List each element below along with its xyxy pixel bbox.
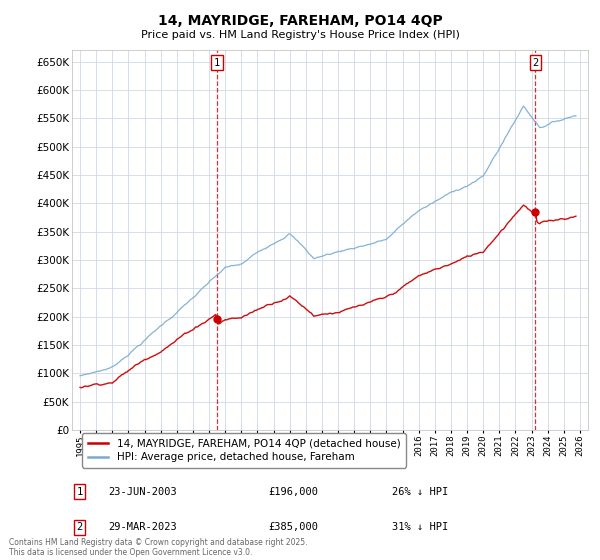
Text: 26% ↓ HPI: 26% ↓ HPI <box>392 487 448 497</box>
Text: 29-MAR-2023: 29-MAR-2023 <box>108 522 177 533</box>
Text: Price paid vs. HM Land Registry's House Price Index (HPI): Price paid vs. HM Land Registry's House … <box>140 30 460 40</box>
Text: 2: 2 <box>77 522 83 533</box>
Text: 23-JUN-2003: 23-JUN-2003 <box>108 487 177 497</box>
Text: 1: 1 <box>77 487 83 497</box>
Text: 1: 1 <box>214 58 220 68</box>
Legend: 14, MAYRIDGE, FAREHAM, PO14 4QP (detached house), HPI: Average price, detached h: 14, MAYRIDGE, FAREHAM, PO14 4QP (detache… <box>82 433 406 468</box>
Text: £385,000: £385,000 <box>268 522 318 533</box>
Text: £196,000: £196,000 <box>268 487 318 497</box>
Text: 14, MAYRIDGE, FAREHAM, PO14 4QP: 14, MAYRIDGE, FAREHAM, PO14 4QP <box>158 14 442 28</box>
Text: Contains HM Land Registry data © Crown copyright and database right 2025.
This d: Contains HM Land Registry data © Crown c… <box>9 538 308 557</box>
Text: 31% ↓ HPI: 31% ↓ HPI <box>392 522 448 533</box>
Text: 2: 2 <box>532 58 539 68</box>
